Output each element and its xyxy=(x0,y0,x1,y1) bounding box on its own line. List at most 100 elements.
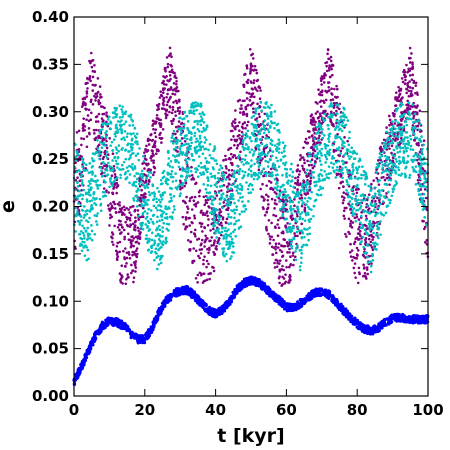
cyan-point xyxy=(408,176,411,179)
cyan-point xyxy=(327,127,330,131)
cyan-point xyxy=(383,144,387,147)
cyan-point xyxy=(263,119,267,122)
purple-point xyxy=(270,221,273,225)
purple-point xyxy=(388,118,392,122)
purple-point xyxy=(168,105,172,108)
cyan-point xyxy=(300,245,304,249)
purple-point xyxy=(228,178,231,181)
cyan-point xyxy=(106,118,110,121)
cyan-point xyxy=(342,141,345,144)
cyan-point xyxy=(283,163,287,167)
cyan-point xyxy=(179,149,182,153)
purple-point xyxy=(238,158,242,161)
purple-point xyxy=(287,265,291,269)
purple-point xyxy=(215,194,219,197)
cyan-point xyxy=(131,162,134,166)
purple-point xyxy=(110,215,113,219)
cyan-point xyxy=(269,138,273,142)
cyan-point xyxy=(257,175,261,179)
cyan-point xyxy=(265,154,269,157)
cyan-point xyxy=(185,134,188,137)
purple-point xyxy=(230,122,234,125)
purple-point xyxy=(292,263,295,267)
cyan-point xyxy=(169,159,173,163)
purple-point xyxy=(160,141,163,144)
cyan-point xyxy=(236,186,239,189)
cyan-point xyxy=(123,130,127,133)
cyan-point xyxy=(88,162,92,165)
cyan-point xyxy=(174,146,178,149)
cyan-point xyxy=(208,153,212,157)
cyan-point xyxy=(268,124,272,128)
purple-point xyxy=(194,249,198,253)
purple-point xyxy=(327,66,331,70)
cyan-point xyxy=(113,179,116,183)
purple-point xyxy=(215,244,218,248)
purple-point xyxy=(85,90,89,93)
purple-point xyxy=(126,224,130,228)
purple-point xyxy=(407,104,410,108)
purple-point xyxy=(143,167,146,170)
purple-point xyxy=(99,96,102,99)
purple-point xyxy=(224,158,228,161)
cyan-point xyxy=(133,165,137,168)
cyan-point xyxy=(152,222,155,225)
cyan-point xyxy=(132,184,135,187)
purple-point xyxy=(245,112,249,116)
purple-point xyxy=(269,181,273,184)
purple-point xyxy=(310,158,314,162)
purple-point xyxy=(165,108,169,112)
purple-point xyxy=(316,102,319,105)
cyan-point xyxy=(175,142,178,145)
purple-point xyxy=(333,104,336,107)
cyan-point xyxy=(405,149,408,153)
purple-point xyxy=(126,276,129,279)
purple-point xyxy=(238,142,242,145)
purple-point xyxy=(351,259,354,262)
cyan-point xyxy=(285,228,288,232)
purple-point xyxy=(293,209,297,213)
purple-point xyxy=(182,199,185,203)
purple-point xyxy=(165,103,169,107)
cyan-point xyxy=(102,179,106,182)
cyan-point xyxy=(142,159,146,163)
cyan-point xyxy=(187,148,190,152)
cyan-point xyxy=(160,182,164,185)
purple-point xyxy=(87,108,91,112)
cyan-point xyxy=(422,143,425,147)
purple-point xyxy=(184,227,187,231)
cyan-point xyxy=(369,270,373,274)
purple-point xyxy=(276,246,280,249)
purple-point xyxy=(402,73,406,77)
purple-point xyxy=(80,188,83,192)
series-blue-points xyxy=(72,275,430,387)
purple-point xyxy=(273,207,276,210)
cyan-point xyxy=(202,113,206,116)
cyan-point xyxy=(209,172,213,175)
cyan-point xyxy=(221,206,224,209)
cyan-point xyxy=(257,165,261,168)
cyan-point xyxy=(182,123,186,127)
cyan-point xyxy=(190,154,194,158)
cyan-point xyxy=(360,194,364,197)
purple-point xyxy=(137,218,140,221)
purple-point xyxy=(188,247,192,251)
purple-point xyxy=(369,244,373,247)
purple-point xyxy=(416,178,420,182)
purple-point xyxy=(214,247,218,250)
purple-point xyxy=(94,128,98,132)
purple-point xyxy=(126,273,129,276)
purple-point xyxy=(97,112,101,116)
cyan-point xyxy=(327,172,331,176)
cyan-point xyxy=(294,250,297,253)
purple-point xyxy=(123,237,126,241)
cyan-point xyxy=(132,132,135,135)
cyan-point xyxy=(415,136,419,140)
cyan-point xyxy=(254,139,257,143)
cyan-point xyxy=(209,211,212,215)
cyan-point xyxy=(265,112,269,116)
purple-point xyxy=(333,87,336,91)
cyan-point xyxy=(87,257,90,261)
cyan-point xyxy=(256,177,259,181)
cyan-point xyxy=(85,258,89,262)
